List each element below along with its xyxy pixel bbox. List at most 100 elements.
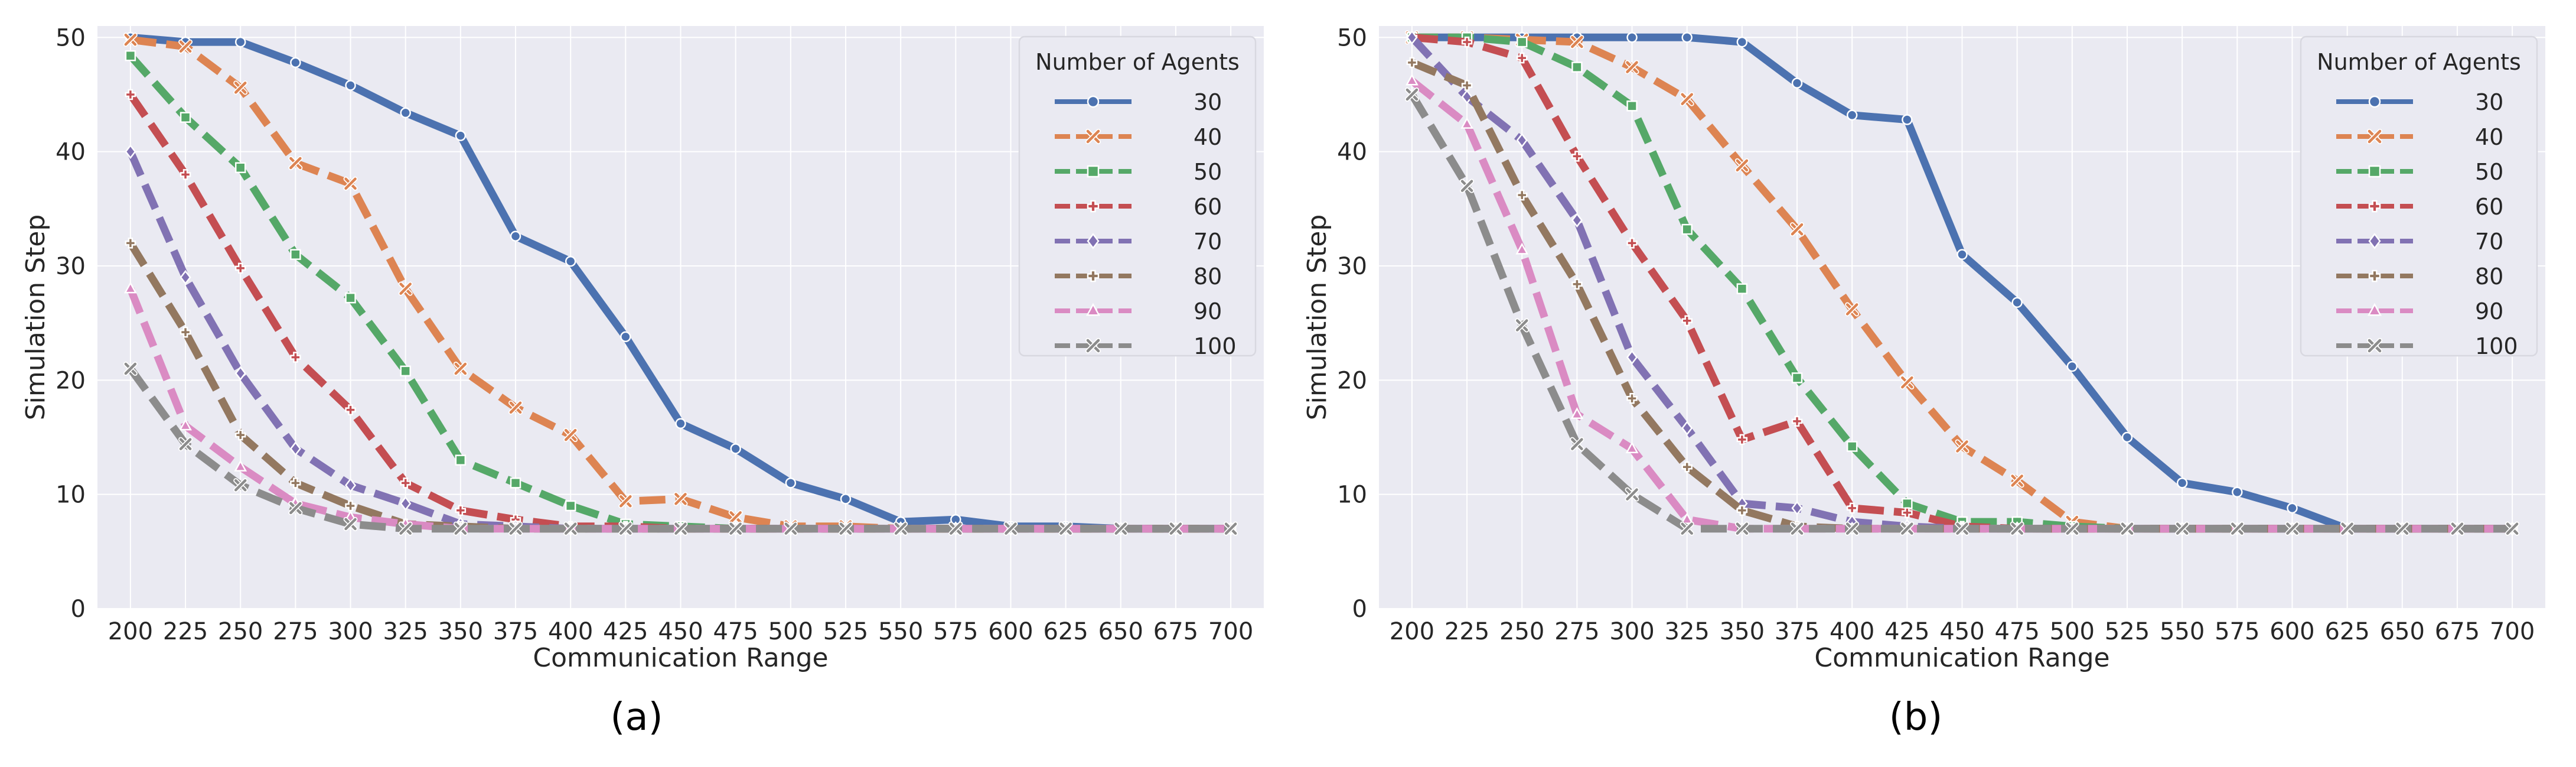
legend-marker <box>2368 269 2381 282</box>
marker-stroke <box>399 282 412 295</box>
x-tick-label: 550 <box>2160 618 2205 645</box>
marker-stroke <box>674 493 687 505</box>
data-point <box>123 32 138 47</box>
marker-stroke <box>1681 522 1693 535</box>
data-point <box>1681 32 1693 43</box>
marker-stroke <box>509 522 522 535</box>
marker-stroke <box>2231 522 2244 535</box>
data-point <box>1845 302 1860 317</box>
data-point <box>2010 473 2024 488</box>
data-point <box>234 366 246 381</box>
marker-stroke <box>1845 522 1858 535</box>
data-point <box>1460 178 1475 193</box>
legend-entry: 100 <box>1055 333 1237 359</box>
legend-label: 100 <box>1194 333 1237 359</box>
x-tick-label: 300 <box>328 618 373 645</box>
x-tick-label: 625 <box>1043 618 1088 645</box>
data-point <box>180 112 191 123</box>
data-point <box>1791 77 1803 89</box>
marker-stroke <box>619 495 632 508</box>
data-point <box>1571 278 1583 290</box>
x-tick-label: 475 <box>1994 618 2039 645</box>
data-point <box>178 39 193 54</box>
data-point <box>1571 151 1583 162</box>
data-point <box>1957 249 1968 260</box>
data-point <box>728 521 743 536</box>
legend-entry: 60 <box>1055 194 1222 220</box>
marker-stroke <box>2368 129 2382 144</box>
marker-stroke <box>179 438 192 450</box>
data-point <box>290 57 301 69</box>
data-point <box>2450 521 2464 536</box>
x-tick-label: 275 <box>1554 618 1599 645</box>
data-point <box>1406 57 1418 69</box>
data-point <box>508 521 523 536</box>
data-point <box>125 238 136 249</box>
x-tick-label: 675 <box>2435 618 2480 645</box>
y-tick-label: 20 <box>56 367 86 394</box>
legend-label: 100 <box>2475 333 2518 359</box>
legend-marker <box>2368 165 2381 178</box>
data-point <box>1680 521 1694 536</box>
data-point <box>398 521 413 536</box>
data-point <box>1625 487 1639 502</box>
data-point <box>1404 87 1419 102</box>
marker-stroke <box>1005 522 1017 535</box>
data-point <box>1516 36 1528 48</box>
data-point <box>345 500 356 512</box>
data-point <box>234 262 246 274</box>
data-point <box>2066 360 2078 372</box>
data-point <box>1734 158 1749 173</box>
x-tick-label: 200 <box>1390 618 1434 645</box>
data-point <box>840 493 852 505</box>
data-point <box>563 428 578 443</box>
legend-entry: 90 <box>2336 298 2503 324</box>
data-point <box>1168 521 1183 536</box>
marker-stroke <box>1736 522 1749 535</box>
data-point <box>1791 415 1803 427</box>
data-point <box>178 437 193 451</box>
data-point <box>1406 30 1418 45</box>
x-tick-label: 550 <box>878 618 923 645</box>
legend-label: 70 <box>2475 229 2503 255</box>
marker-stroke <box>2066 522 2079 535</box>
y-tick-label: 30 <box>56 253 86 280</box>
x-tick-label: 525 <box>2105 618 2150 645</box>
data-point <box>1902 498 1913 509</box>
marker-stroke <box>2368 339 2382 353</box>
legend-label: 50 <box>2475 159 2503 185</box>
legend-label: 60 <box>1194 194 1222 220</box>
legend-entry: 70 <box>2336 229 2503 255</box>
data-point <box>2121 431 2133 443</box>
data-point <box>2287 502 2298 514</box>
x-tick-labels: 200 225 250 275 300 325 350 375 400 425 450 475 500 5… <box>108 618 1254 645</box>
x-tick-label: 225 <box>1444 618 1489 645</box>
legend-entry: 40 <box>1055 124 1222 150</box>
data-point <box>1625 441 1639 453</box>
legend-label: 80 <box>2475 264 2503 290</box>
data-point <box>1571 213 1583 228</box>
data-point <box>2232 486 2243 498</box>
legend-entry: 30 <box>1055 89 1222 115</box>
data-point <box>620 331 631 343</box>
marker-stroke <box>179 40 192 53</box>
data-point <box>289 441 301 456</box>
marker-stroke <box>1086 339 1100 353</box>
y-tick-label: 10 <box>1337 482 1367 509</box>
data-point <box>1224 521 1238 536</box>
data-point <box>894 521 908 536</box>
data-point <box>125 144 136 160</box>
x-tick-label: 350 <box>438 618 483 645</box>
data-point <box>1570 407 1584 419</box>
marker-stroke <box>1901 376 1913 389</box>
chart-panel-b: 0 10 20 30 40 50 200 225 250 275 300 325 350 375 400 42… <box>1302 24 2545 739</box>
marker-stroke <box>2176 522 2189 535</box>
marker-stroke <box>1571 438 1583 450</box>
data-point <box>345 292 356 304</box>
data-point <box>1461 36 1473 48</box>
data-point <box>125 89 136 100</box>
y-tick-label: 10 <box>56 482 86 509</box>
marker-stroke <box>454 522 467 535</box>
marker-stroke <box>950 522 962 535</box>
